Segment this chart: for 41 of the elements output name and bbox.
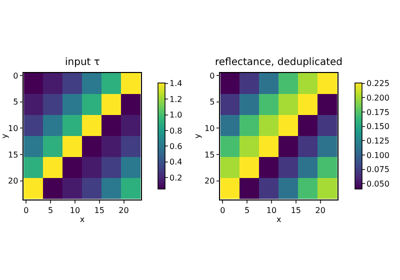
chart-title: input τ: [65, 57, 100, 68]
color-bar-label: 0.225: [366, 79, 390, 88]
y-tick-label: 0: [210, 71, 215, 80]
y-tick-label: 20: [8, 176, 18, 186]
color-bar-label: 1.0: [170, 110, 182, 120]
y-tick-label: 10: [204, 124, 215, 134]
x-tick-label: 5: [48, 206, 54, 215]
color-bar-label: 0.6: [170, 142, 182, 151]
y-tick-label: 15: [8, 150, 18, 160]
x-tick-label: 0: [220, 206, 226, 215]
chart-title: reflectance, deduplicated: [215, 57, 343, 68]
x-tick-label: 10: [266, 206, 277, 215]
color-bar-label: 1.2: [170, 94, 182, 104]
color-bar-label: 0.125: [366, 136, 390, 146]
y-tick-label: 0: [13, 71, 18, 80]
color-bar-label: 0.150: [366, 122, 390, 132]
y-tick-label: 5: [13, 98, 18, 107]
y-tick-label: 15: [204, 150, 215, 160]
color-bar-label: 0.175: [366, 108, 390, 117]
color-bar-label: 0.200: [366, 94, 390, 102]
color-bar-label: 0.4: [170, 158, 182, 167]
x-axis-title: x: [80, 214, 85, 224]
color-bar-label: 0.050: [366, 179, 390, 188]
y-tick-label: 20: [204, 176, 215, 186]
color-bar-label: 0.2: [170, 173, 182, 182]
color-bar-label: 0.075: [366, 165, 390, 174]
x-tick-label: 20: [118, 206, 129, 215]
x-axis-title: x: [276, 214, 282, 224]
y-axis-title: y: [0, 134, 9, 138]
x-tick-label: 5: [244, 206, 250, 215]
x-tick-label: 10: [70, 206, 80, 215]
y-tick-label: 10: [8, 124, 18, 134]
x-tick-label: 15: [290, 206, 302, 215]
x-tick-label: 15: [94, 206, 104, 215]
color-bar-label: 1.4: [170, 79, 182, 88]
x-tick-label: 20: [315, 206, 326, 215]
color-bar-label: 0.100: [366, 150, 390, 160]
x-tick-label: 0: [24, 206, 29, 215]
y-tick-label: 5: [210, 98, 215, 107]
y-axis-title: y: [193, 134, 202, 138]
color-bar-label: 0.8: [170, 126, 182, 136]
